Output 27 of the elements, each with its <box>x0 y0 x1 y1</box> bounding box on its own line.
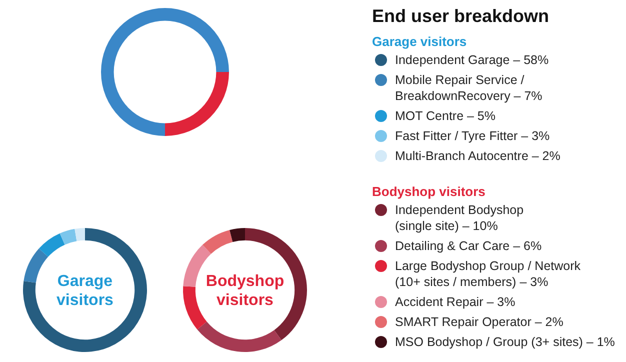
donut-slice <box>74 228 85 242</box>
donut-slice <box>38 233 65 257</box>
legend-label: SMART Repair Operator – 2% <box>395 315 564 329</box>
legend-label: Multi-Branch Autocentre – 2% <box>395 149 560 163</box>
donut-slice <box>24 248 48 283</box>
text: Bodyshop visitors <box>206 273 284 309</box>
legend-label: Mobile Repair Service / BreakdownRecovery – 7% <box>395 73 542 103</box>
donut-slice <box>165 72 229 136</box>
donut-slice <box>60 228 77 245</box>
legend-label: Accident Repair – 3% <box>395 295 516 309</box>
text: End user breakdown <box>372 6 550 26</box>
donut-slice <box>197 322 282 352</box>
legend-label: MSO Bodyshop / Group (3+ sites) – 1% <box>395 335 615 349</box>
legend-label: Large Bodyshop Group / Network (10+ sites / members) – 3% <box>395 259 582 289</box>
legend-title: Bodyshop visitors <box>372 184 486 199</box>
legend-label: Fast Fitter / Tyre Fitter – 3% <box>395 129 550 143</box>
legend-label: MOT Centre – 5% <box>395 109 496 123</box>
legend-title: Garage visitors <box>372 34 467 49</box>
legend-label: Detailing & Car Care – 6% <box>395 239 542 253</box>
donut-slice <box>101 8 229 136</box>
text: Garage visitors <box>56 273 114 309</box>
donut-slice <box>202 230 233 254</box>
legend-label: Independent Garage – 58% <box>395 53 549 67</box>
donut-slice <box>230 228 245 242</box>
donut-slice <box>183 286 207 330</box>
donut-slice <box>23 228 147 352</box>
legend-label: Independent Bodyshop (single site) – 10% <box>395 203 524 233</box>
